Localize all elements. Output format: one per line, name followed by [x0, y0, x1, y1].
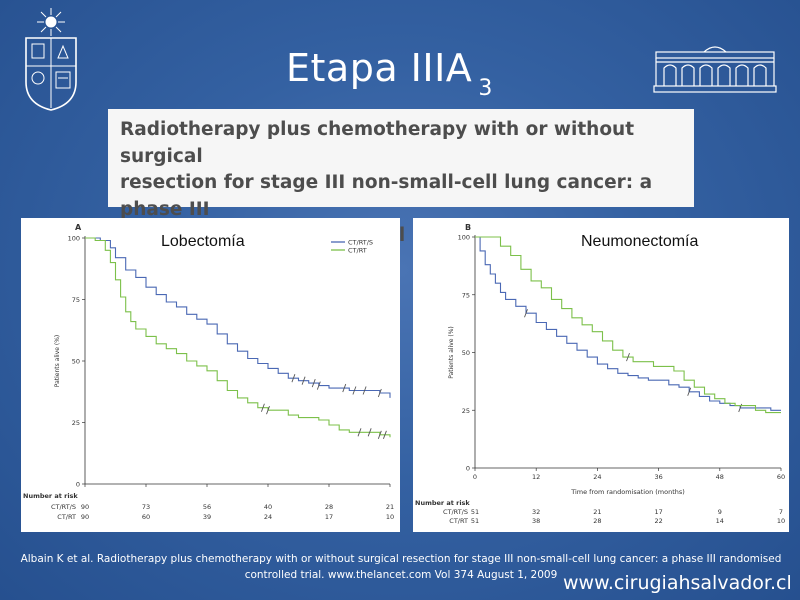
- paper-title-line-2: resection for stage III non-small-cell l…: [120, 172, 653, 220]
- x-tick-label: 60: [777, 473, 785, 481]
- y-axis-label: Patients alive (%): [54, 335, 61, 387]
- risk-value: 60: [142, 513, 150, 521]
- website-url: www.cirugiahsalvador.cl: [563, 572, 792, 594]
- censor-mark: [524, 309, 528, 318]
- risk-value: 21: [593, 508, 601, 516]
- y-tick-label: 25: [462, 407, 470, 415]
- risk-value: 51: [471, 508, 479, 516]
- x-tick-label: 36: [654, 473, 662, 481]
- hospital-building-icon: [653, 46, 777, 93]
- risk-value: 28: [593, 517, 601, 525]
- citation: Albain K et al. Radiotherapy plus chemot…: [6, 551, 796, 583]
- university-crest-logo: [22, 8, 80, 112]
- risk-value: 21: [386, 503, 394, 511]
- survival-chart-lobectomy: A 0 25 50 75 100 Patients alive (%) Lobectomía C…: [23, 223, 394, 521]
- series-line-ct-rt: [475, 236, 781, 414]
- x-tick-label: 12: [532, 473, 540, 481]
- y-tick-label: 100: [458, 234, 470, 242]
- citation-line-1: Albain K et al. Radiotherapy plus chemot…: [20, 553, 782, 565]
- risk-value: 14: [716, 517, 724, 525]
- survival-chart-pneumonectomy: B 0 25 50 75 100 Patients alive (%) 0 12 24 36 48 60…: [415, 223, 785, 525]
- censor-mark: [291, 374, 296, 383]
- risk-row-name: CT/RT/S: [443, 508, 468, 516]
- risk-value: 38: [532, 517, 540, 525]
- chart-panel-pneumonectomy: B 0 25 50 75 100 Patients alive (%) 0 12 24 36 48 60…: [413, 218, 789, 532]
- risk-value: 17: [654, 508, 662, 516]
- x-tick-label: 0: [473, 473, 477, 481]
- risk-value: 40: [264, 503, 272, 511]
- y-tick-label: 100: [68, 235, 80, 243]
- x-tick-label: 24: [593, 473, 601, 481]
- x-axis-label: Time from randomisation (months): [570, 488, 685, 496]
- risk-value: 10: [386, 513, 394, 521]
- risk-row-name: CT/RT: [449, 517, 468, 525]
- y-axis-label: Patients alive (%): [448, 326, 455, 378]
- risk-value: 51: [471, 517, 479, 525]
- risk-value: 17: [325, 513, 333, 521]
- censor-mark: [377, 430, 382, 439]
- censor-mark: [357, 428, 362, 437]
- risk-value: 7: [779, 508, 783, 516]
- paper-title-line-1: Radiotherapy plus chemotherapy with or w…: [120, 119, 635, 167]
- number-at-risk-label: Number at risk: [23, 492, 78, 500]
- risk-value: 28: [325, 503, 333, 511]
- censor-mark: [687, 387, 692, 396]
- slide-title-main: Etapa IIIA: [286, 46, 473, 90]
- risk-value: 90: [81, 503, 89, 511]
- risk-value: 56: [203, 503, 211, 511]
- surgery-type-annotation: Neumonectomía: [581, 233, 698, 250]
- risk-row-name: CT/RT/S: [51, 503, 76, 511]
- censor-mark: [311, 378, 316, 388]
- risk-value: 32: [532, 508, 540, 516]
- university-crest-icon: [25, 8, 77, 111]
- censor-mark: [362, 386, 367, 395]
- chart-panel-lobectomy: A 0 25 50 75 100 Patients alive (%) Lobectomía C…: [21, 218, 400, 532]
- legend-label: CT/RT: [348, 247, 367, 255]
- y-tick-label: 25: [72, 419, 80, 427]
- censor-mark: [301, 376, 306, 385]
- censor-mark: [382, 430, 387, 439]
- risk-value: 24: [264, 513, 272, 521]
- y-tick-label: 0: [76, 481, 80, 489]
- paper-title-box: Radiotherapy plus chemotherapy with or w…: [108, 109, 694, 246]
- risk-value: 39: [203, 513, 211, 521]
- y-tick-label: 0: [466, 465, 470, 473]
- x-tick-label: 48: [716, 473, 724, 481]
- censor-mark: [377, 388, 382, 398]
- censor-mark: [367, 428, 372, 437]
- censor-mark: [260, 403, 265, 412]
- risk-value: 73: [142, 503, 150, 511]
- surgery-type-annotation: Lobectomía: [161, 233, 245, 250]
- risk-value: 10: [777, 517, 785, 525]
- y-tick-label: 75: [462, 291, 470, 299]
- number-at-risk-label: Number at risk: [415, 499, 470, 507]
- citation-line-2: controlled trial. www.thelancet.com Vol …: [244, 569, 558, 581]
- censor-mark: [342, 383, 347, 393]
- risk-value: 22: [654, 517, 662, 525]
- panel-letter: B: [465, 223, 471, 232]
- legend-label: CT/RT/S: [348, 239, 373, 247]
- panel-letter: A: [75, 223, 82, 232]
- y-tick-label: 75: [72, 296, 80, 304]
- series-line-ct-rt-s: [475, 236, 781, 411]
- risk-value: 90: [81, 513, 89, 521]
- hospital-building-logo: [652, 40, 778, 94]
- slide-title-subscript: 3: [478, 76, 493, 101]
- risk-row-name: CT/RT: [57, 513, 76, 521]
- y-tick-label: 50: [462, 349, 470, 357]
- censor-mark: [266, 406, 270, 415]
- risk-value: 9: [718, 508, 722, 516]
- y-tick-label: 50: [72, 358, 80, 366]
- censor-mark: [352, 386, 357, 395]
- series-line-ct-rt: [85, 237, 391, 438]
- series-line-ct-rt-s: [85, 237, 391, 398]
- slide-title: Etapa IIIA 3: [286, 44, 493, 101]
- censor-mark: [316, 381, 321, 390]
- censor-mark: [626, 352, 630, 362]
